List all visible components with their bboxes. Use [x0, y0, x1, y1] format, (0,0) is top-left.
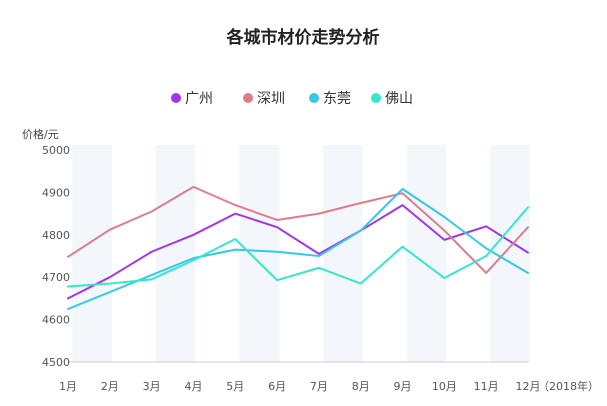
x-tick-label: 12月: [516, 380, 541, 393]
legend[interactable]: 广州 深圳 东莞 佛山: [171, 91, 413, 107]
legend-item[interactable]: 广州: [171, 91, 213, 107]
background-band: [406, 145, 447, 362]
legend-marker-icon: [371, 93, 381, 103]
legend-item[interactable]: 东莞: [309, 91, 351, 107]
background-bands: [72, 145, 531, 362]
series-line: [67, 204, 529, 300]
y-tick-label: 4800: [42, 229, 70, 242]
legend-marker-icon: [243, 93, 253, 103]
x-tick-label: 6月: [268, 380, 286, 393]
x-tick-label: 4月: [184, 380, 202, 393]
chart-title: 各城市材价走势分析: [226, 27, 380, 48]
legend-label: 佛山: [385, 91, 413, 107]
y-tick-label: 4900: [42, 186, 70, 199]
x-tick-label: 7月: [310, 380, 328, 393]
series-line: [67, 188, 529, 310]
x-tick-label: 8月: [352, 380, 370, 393]
x-tick-label: 9月: [394, 380, 412, 393]
x-tick-label: 5月: [226, 380, 244, 393]
x-tick-label: 2月: [101, 380, 119, 393]
x-tick-label: 3月: [143, 380, 161, 393]
series-line: [67, 185, 529, 274]
background-band: [490, 145, 531, 362]
legend-item[interactable]: 深圳: [243, 91, 285, 107]
y-tick-label: 4600: [42, 314, 70, 327]
y-tick-label: 5000: [42, 144, 70, 157]
series-line: [67, 206, 529, 288]
legend-label: 广州: [185, 91, 213, 107]
legend-label: 东莞: [323, 91, 351, 107]
x-tick-label: 11月: [474, 380, 499, 393]
x-axis-unit: （2018年）: [538, 379, 599, 393]
legend-item[interactable]: 佛山: [371, 91, 413, 107]
x-tick-label: 1月: [59, 380, 77, 393]
legend-marker-icon: [309, 93, 319, 103]
background-band: [323, 145, 363, 362]
y-axis-ticks: 4500 4600 4700 4800 4900 5000: [42, 144, 70, 369]
x-axis-ticks: 1月 2月 3月 4月 5月 6月 7月 8月 9月 10月 11月 12月（2018年）: [59, 379, 599, 393]
series-lines: [67, 185, 529, 310]
background-band: [72, 145, 112, 362]
x-tick-label: 10月: [432, 380, 457, 393]
y-tick-label: 4500: [42, 356, 70, 369]
background-band: [239, 145, 280, 362]
y-tick-label: 4700: [42, 271, 70, 284]
legend-label: 深圳: [257, 91, 285, 107]
y-axis-label: 价格/元: [22, 127, 59, 141]
background-band: [155, 145, 196, 362]
legend-marker-icon: [171, 93, 181, 103]
